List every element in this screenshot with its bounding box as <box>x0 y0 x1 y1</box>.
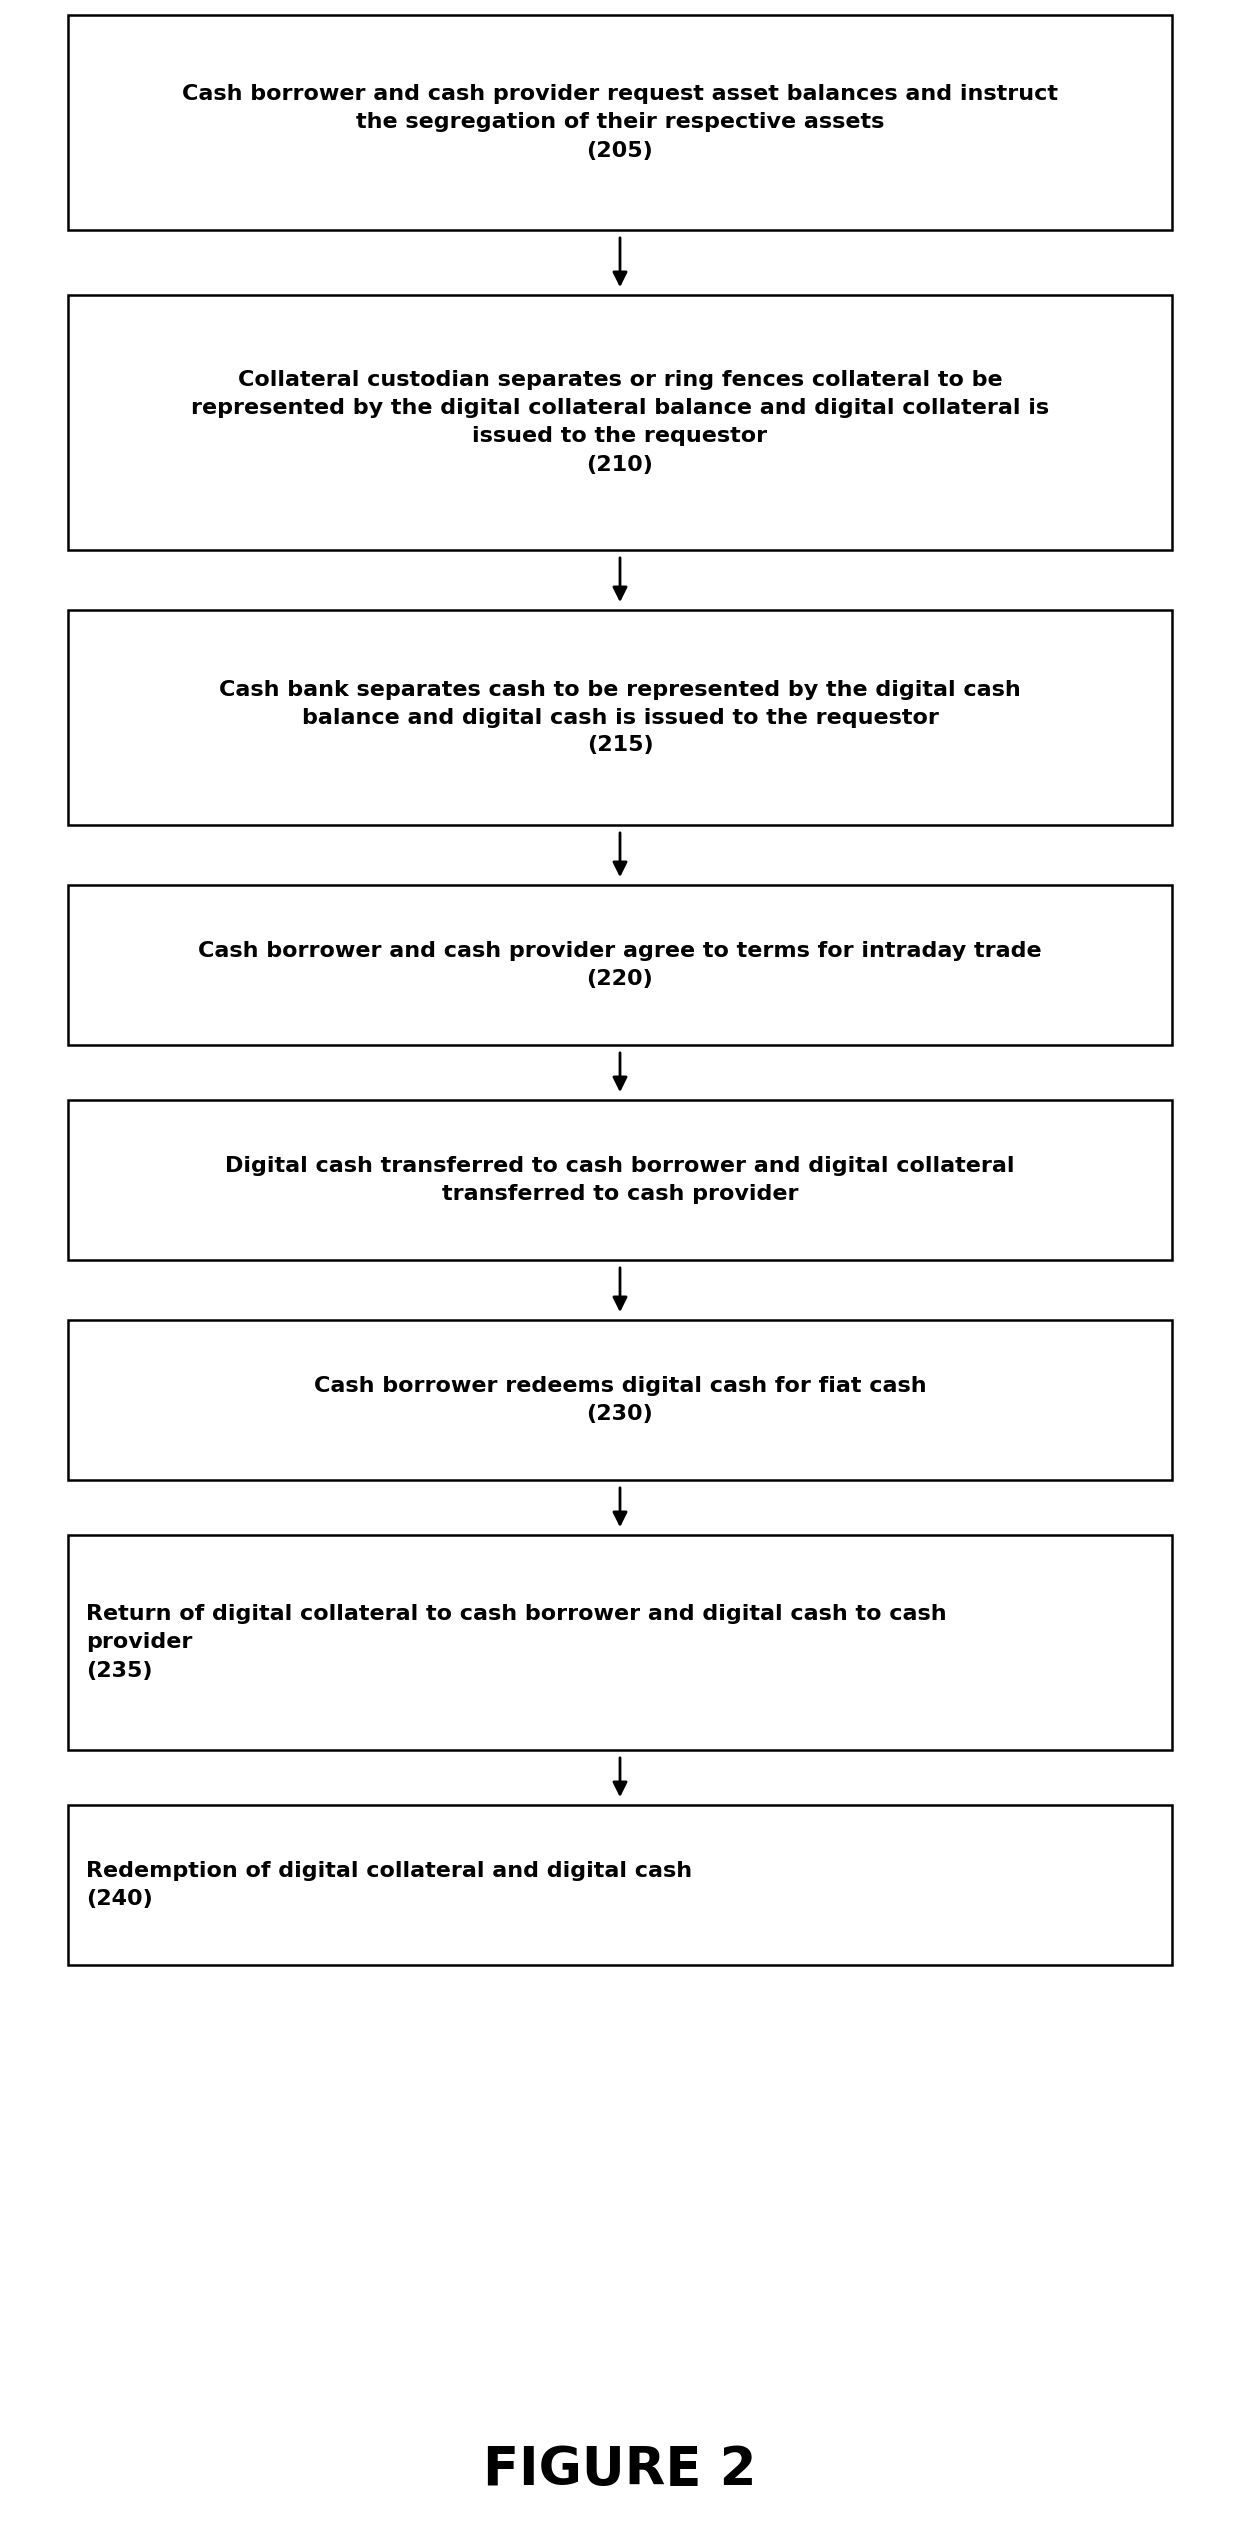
Bar <box>68 610 1172 826</box>
Bar <box>68 1535 1172 1750</box>
Bar <box>68 1806 1172 1966</box>
Text: Digital cash transferred to cash borrower and digital collateral
transferred to : Digital cash transferred to cash borrowe… <box>226 1155 1014 1203</box>
Text: Return of digital collateral to cash borrower and digital cash to cash
provider
: Return of digital collateral to cash bor… <box>87 1603 947 1679</box>
Bar <box>68 294 1172 550</box>
Bar <box>68 1099 1172 1259</box>
Text: Cash borrower and cash provider agree to terms for intraday trade
(220): Cash borrower and cash provider agree to… <box>198 940 1042 988</box>
Bar <box>68 15 1172 231</box>
Text: Cash bank separates cash to be represented by the digital cash
balance and digit: Cash bank separates cash to be represent… <box>219 679 1021 755</box>
Text: Cash borrower and cash provider request asset balances and instruct
the segregat: Cash borrower and cash provider request … <box>182 84 1058 160</box>
Bar <box>68 1320 1172 1479</box>
Text: Cash borrower redeems digital cash for fiat cash
(230): Cash borrower redeems digital cash for f… <box>314 1375 926 1424</box>
Text: Redemption of digital collateral and digital cash
(240): Redemption of digital collateral and dig… <box>87 1862 692 1910</box>
Text: FIGURE 2: FIGURE 2 <box>484 2444 756 2495</box>
Text: Collateral custodian separates or ring fences collateral to be
represented by th: Collateral custodian separates or ring f… <box>191 370 1049 474</box>
Bar <box>68 884 1172 1046</box>
